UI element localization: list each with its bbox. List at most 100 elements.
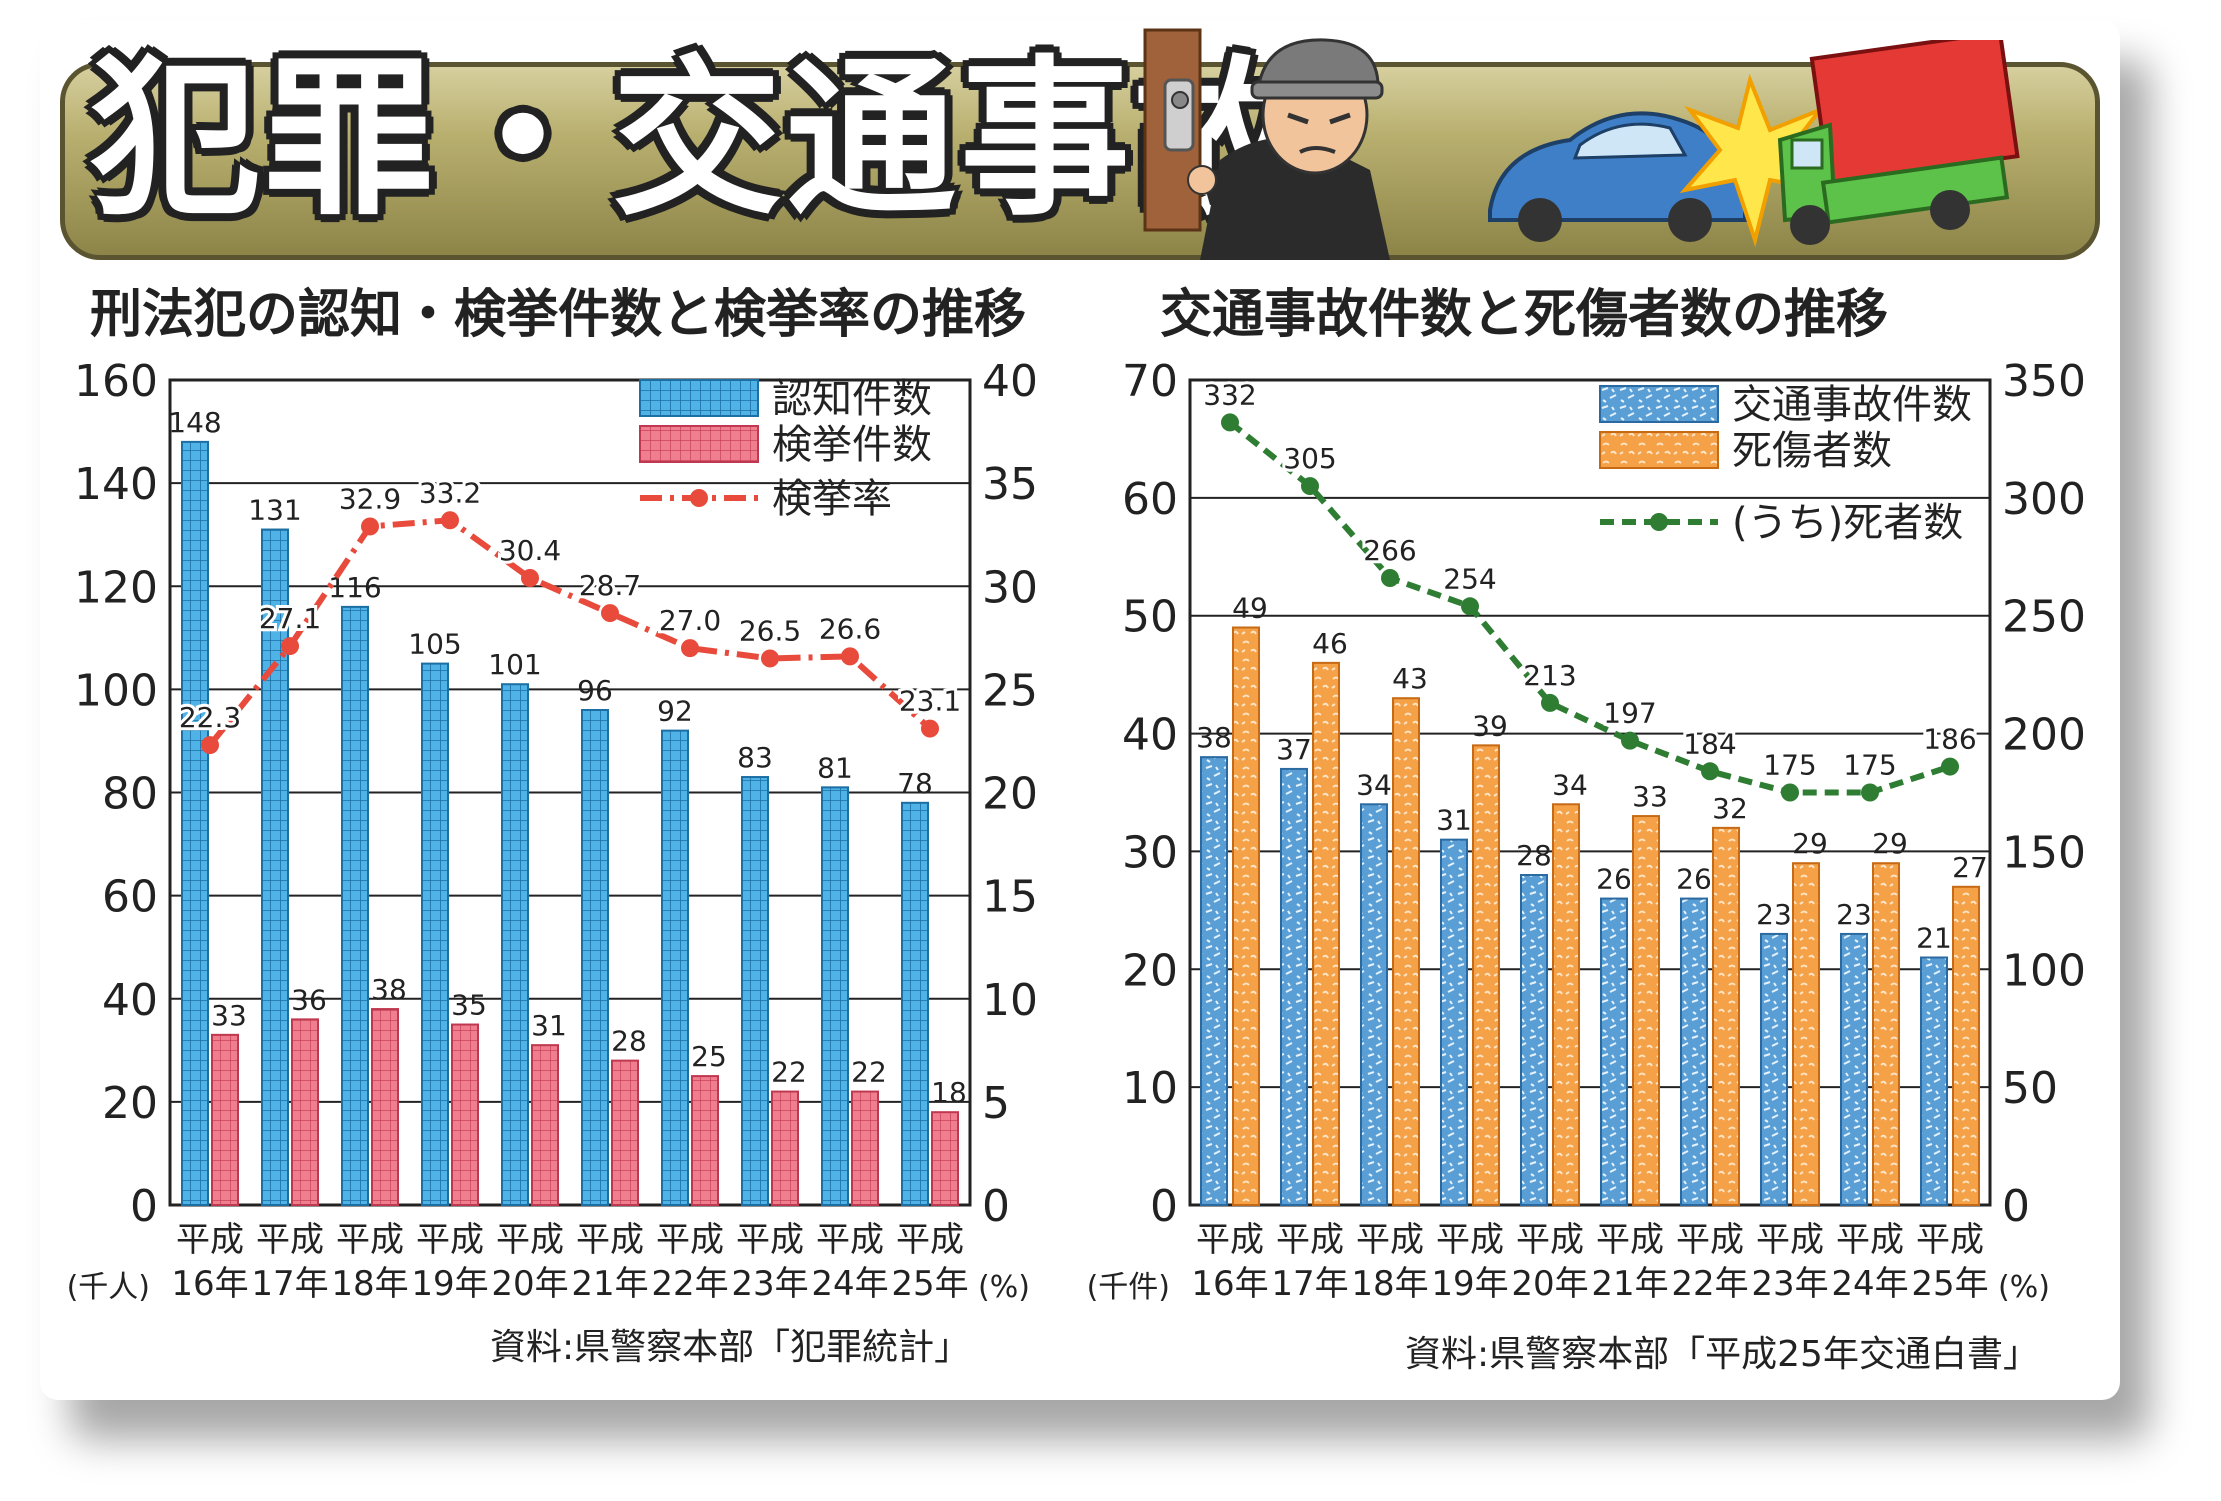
casualties-bar bbox=[1232, 626, 1260, 1206]
x-tick-label-year: 17年 bbox=[251, 1264, 328, 1304]
y-tick-label: 40 bbox=[102, 975, 158, 1026]
clearance-rate-point bbox=[601, 604, 619, 623]
fatalities-point bbox=[1781, 783, 1799, 802]
x-tick-label-year: 22年 bbox=[651, 1264, 728, 1304]
cleared-value-label: 33 bbox=[211, 999, 247, 1032]
accidents-bar bbox=[1280, 767, 1308, 1206]
fatalities-value-label: 197 bbox=[1603, 697, 1656, 730]
recognized-bar bbox=[181, 440, 209, 1206]
fatalities-point bbox=[1701, 762, 1719, 781]
y-axis-unit: (千件) bbox=[1087, 1270, 1170, 1305]
accidents-value-label: 37 bbox=[1276, 733, 1312, 766]
x-tick-label-year: 20年 bbox=[1511, 1264, 1588, 1304]
y-tick-label: 60 bbox=[1122, 474, 1178, 525]
casualties-value-label: 29 bbox=[1792, 827, 1828, 860]
x-tick-label-year: 25年 bbox=[1911, 1264, 1988, 1304]
y2-tick-label: 20 bbox=[982, 769, 1038, 820]
recognized-value-label: 83 bbox=[737, 741, 773, 774]
legend-label-recognized: 認知件数 bbox=[772, 376, 932, 422]
y2-tick-label: 100 bbox=[2002, 945, 2086, 996]
y-tick-label: 20 bbox=[102, 1078, 158, 1129]
accidents-bar bbox=[1360, 803, 1388, 1206]
clearance-rate-point bbox=[921, 719, 939, 738]
legend-swatch-recognized bbox=[639, 379, 759, 417]
fatalities-point bbox=[1861, 783, 1879, 802]
legend-swatch-accidents bbox=[1599, 385, 1719, 423]
left-chart-source: 資料:県警察本部「犯罪統計」 bbox=[490, 1327, 971, 1368]
clearance-rate-value-label: 32.9 bbox=[339, 482, 401, 515]
y2-tick-label: 5 bbox=[982, 1078, 1010, 1129]
car-crash-illustration bbox=[1488, 40, 2020, 248]
recognized-value-label: 131 bbox=[248, 494, 301, 527]
x-tick-label-era: 平成 bbox=[256, 1220, 324, 1260]
cleared-bar bbox=[531, 1044, 559, 1206]
y-tick-label: 80 bbox=[102, 769, 158, 820]
right-chart-source: 資料:県警察本部「平成25年交通白書」 bbox=[1405, 1334, 2039, 1375]
casualties-bar bbox=[1472, 744, 1500, 1206]
y-tick-label: 50 bbox=[1122, 592, 1178, 643]
x-tick-label-era: 平成 bbox=[576, 1220, 644, 1260]
y-tick-label: 160 bbox=[74, 356, 158, 407]
casualties-value-label: 49 bbox=[1232, 592, 1268, 625]
clearance-rate-point bbox=[521, 569, 539, 587]
casualties-value-label: 27 bbox=[1952, 851, 1988, 884]
legend-swatch-casualties bbox=[1599, 431, 1719, 469]
x-tick-label-era: 平成 bbox=[1516, 1220, 1584, 1260]
y-tick-label: 30 bbox=[1122, 827, 1178, 878]
x-tick-label-year: 20年 bbox=[491, 1264, 568, 1304]
cleared-bar bbox=[291, 1018, 319, 1206]
legend-label-cleared: 検挙件数 bbox=[772, 422, 932, 468]
banner-title: 犯罪・交通事故 bbox=[90, 41, 1309, 239]
accidents-bar bbox=[1840, 932, 1868, 1207]
legend-label-accidents: 交通事故件数 bbox=[1732, 382, 1972, 428]
casualties-value-label: 46 bbox=[1312, 627, 1348, 660]
x-tick-label-era: 平成 bbox=[816, 1220, 884, 1260]
recognized-bar bbox=[341, 605, 369, 1206]
accidents-value-label: 34 bbox=[1356, 768, 1392, 801]
x-tick-label-era: 平成 bbox=[1836, 1220, 1904, 1260]
x-tick-label-era: 平成 bbox=[1756, 1220, 1824, 1260]
fatalities-point bbox=[1621, 731, 1639, 750]
cleared-bar bbox=[691, 1075, 719, 1206]
x-tick-label-year: 25年 bbox=[891, 1264, 968, 1304]
accidents-value-label: 23 bbox=[1756, 898, 1792, 931]
casualties-bar bbox=[1632, 815, 1660, 1206]
recognized-bar bbox=[581, 709, 609, 1206]
fatalities-value-label: 184 bbox=[1683, 727, 1736, 760]
fatalities-value-label: 213 bbox=[1523, 659, 1576, 692]
y2-tick-label: 10 bbox=[982, 975, 1038, 1026]
x-tick-label-year: 21年 bbox=[1591, 1264, 1668, 1304]
casualties-bar bbox=[1312, 661, 1340, 1207]
y2-tick-label: 250 bbox=[2002, 592, 2086, 643]
casualties-bar bbox=[1952, 885, 1980, 1206]
burglar-illustration bbox=[1143, 28, 1390, 260]
cleared-bar bbox=[851, 1090, 879, 1206]
accidents-bar bbox=[1680, 897, 1708, 1206]
y2-tick-label: 50 bbox=[2002, 1063, 2058, 1114]
right-chart-title: 交通事故件数と死傷者数の推移 bbox=[1160, 285, 1889, 345]
recognized-bar bbox=[901, 801, 929, 1206]
recognized-value-label: 92 bbox=[657, 695, 693, 728]
clearance-rate-value-label: 26.6 bbox=[819, 612, 881, 645]
x-tick-label-year: 22年 bbox=[1671, 1264, 1748, 1304]
casualties-value-label: 33 bbox=[1632, 780, 1668, 813]
cleared-bar bbox=[931, 1111, 959, 1206]
y-tick-label: 70 bbox=[1122, 356, 1178, 407]
accidents-bar bbox=[1520, 874, 1548, 1206]
y-tick-label: 120 bbox=[74, 562, 158, 613]
clearance-rate-value-label: 33.2 bbox=[419, 476, 481, 509]
casualties-value-label: 32 bbox=[1712, 792, 1748, 825]
casualties-bar bbox=[1552, 803, 1580, 1206]
accidents-value-label: 23 bbox=[1836, 898, 1872, 931]
cleared-value-label: 35 bbox=[451, 989, 487, 1022]
cleared-bar bbox=[211, 1033, 239, 1206]
x-tick-label-era: 平成 bbox=[1596, 1220, 1664, 1260]
cleared-value-label: 25 bbox=[691, 1040, 727, 1073]
crime-chart: 0 20 40 60 80 100 120 140 160 0 5 10 15 20 25 30 35 40 148… bbox=[67, 356, 1038, 1305]
x-tick-label-era: 平成 bbox=[1676, 1220, 1744, 1260]
y2-tick-label: 15 bbox=[982, 872, 1038, 923]
y2-tick-label: 25 bbox=[982, 665, 1038, 716]
x-tick-label-era: 平成 bbox=[1196, 1220, 1264, 1260]
recognized-bar bbox=[501, 683, 529, 1206]
x-tick-label-era: 平成 bbox=[896, 1220, 964, 1260]
